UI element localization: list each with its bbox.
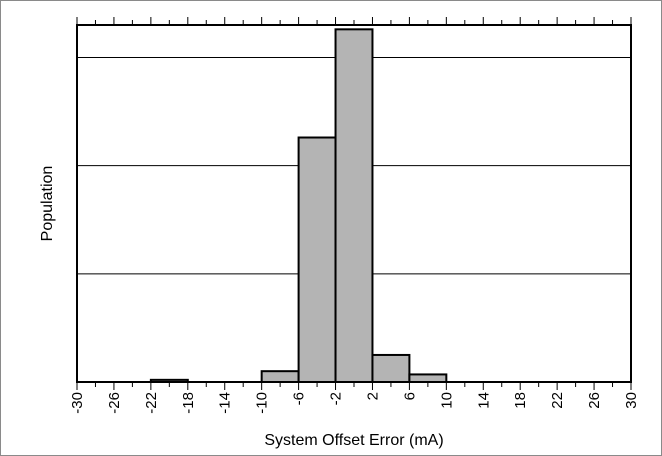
x-tick-label: 18 bbox=[512, 392, 529, 409]
x-tick-label: 2 bbox=[364, 392, 381, 400]
x-tick-label: -10 bbox=[254, 392, 271, 414]
x-tick-label: 30 bbox=[623, 392, 640, 409]
x-tick-label: 26 bbox=[586, 392, 603, 409]
x-tick-label: -22 bbox=[143, 392, 160, 414]
bar-4 bbox=[371, 353, 411, 384]
x-tick-label: 6 bbox=[401, 392, 418, 400]
x-tick-label: 10 bbox=[438, 392, 455, 409]
x-tick-label: -6 bbox=[291, 392, 308, 405]
x-tick-label: -2 bbox=[328, 392, 345, 405]
histogram-bars bbox=[149, 28, 448, 384]
bar-2 bbox=[297, 136, 337, 383]
x-tick-label: -14 bbox=[217, 392, 234, 414]
x-axis-ticks bbox=[76, 17, 632, 390]
y-axis-title: Population bbox=[39, 166, 56, 242]
x-axis-title: System Offset Error (mA) bbox=[264, 432, 443, 449]
bar-5 bbox=[408, 373, 448, 384]
bar-3 bbox=[334, 28, 374, 384]
x-tick-label: -26 bbox=[106, 392, 123, 414]
x-tick-label: 14 bbox=[475, 392, 492, 409]
bar-1 bbox=[260, 370, 300, 384]
x-axis-tick-labels: -30 -26 -22 -18 -14 -10 -6 -2 2 6 10 14 18 22 26 30 bbox=[69, 392, 640, 414]
x-tick-label: -18 bbox=[180, 392, 197, 414]
x-tick-label: -30 bbox=[69, 392, 86, 414]
x-tick-label: 22 bbox=[549, 392, 566, 409]
